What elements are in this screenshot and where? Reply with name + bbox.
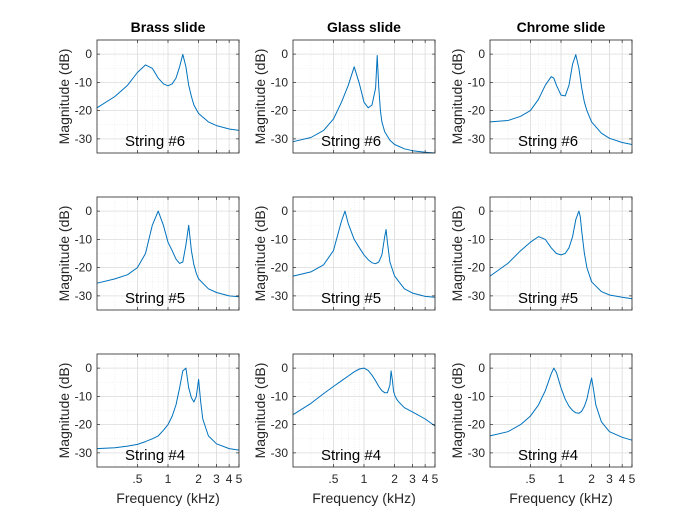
series-line-r0c0 [96, 53, 240, 131]
y-tick-label: -20 [75, 104, 93, 118]
y-tick-label: -10 [75, 75, 93, 89]
y-tick-label: -30 [271, 289, 289, 303]
y-tick-label: 0 [478, 361, 485, 375]
y-tick-label: -20 [468, 418, 486, 432]
x-tick-label: .5 [328, 472, 338, 486]
y-tick-label: 0 [85, 361, 92, 375]
string-label: String #6 [125, 133, 185, 150]
y-tick-label: -20 [468, 104, 486, 118]
series-line-r2c0 [96, 367, 240, 451]
y-axis-label: Magnitude (dB) [56, 363, 72, 459]
x-tick-label: 4 [226, 472, 233, 486]
y-axis-label: Magnitude (dB) [449, 363, 465, 459]
x-tick-label: 5 [432, 472, 439, 486]
string-label: String #4 [321, 447, 381, 464]
y-tick-label: -20 [75, 418, 93, 432]
y-tick-label: -30 [75, 132, 93, 146]
x-tick-label: 1 [165, 472, 172, 486]
y-tick-label: -20 [271, 104, 289, 118]
series-line-r2c2 [489, 367, 633, 441]
x-tick-label: 2 [588, 472, 595, 486]
string-label: String #6 [518, 133, 578, 150]
y-tick-label: -30 [468, 446, 486, 460]
y-tick-label: 0 [478, 204, 485, 218]
x-tick-label: 4 [619, 472, 626, 486]
x-axis-label: Frequency (kHz) [312, 490, 415, 506]
y-tick-label: -30 [468, 132, 486, 146]
x-tick-label: 5 [236, 472, 243, 486]
series-line-r0c2 [489, 54, 633, 145]
series-line-r0c1 [292, 55, 436, 154]
series-line-r1c2 [489, 210, 633, 300]
subplot-title: Brass slide [131, 19, 206, 35]
x-tick-label: 4 [422, 472, 429, 486]
y-tick-label: -20 [271, 261, 289, 275]
x-tick-label: 3 [213, 472, 220, 486]
y-tick-label: -10 [271, 389, 289, 403]
y-tick-label: -10 [468, 232, 486, 246]
y-tick-label: -30 [468, 289, 486, 303]
x-tick-label: 1 [361, 472, 368, 486]
y-axis-label: Magnitude (dB) [56, 49, 72, 145]
x-tick-label: 2 [195, 472, 202, 486]
y-axis-label: Magnitude (dB) [252, 49, 268, 145]
y-tick-label: 0 [281, 47, 288, 61]
x-tick-label: 5 [629, 472, 636, 486]
y-tick-label: 0 [478, 47, 485, 61]
string-label: String #4 [518, 447, 578, 464]
series-line-r2c1 [292, 367, 436, 427]
y-tick-label: -30 [75, 446, 93, 460]
y-tick-label: -10 [271, 232, 289, 246]
y-tick-label: -10 [468, 389, 486, 403]
subplot-title: Glass slide [327, 19, 401, 35]
x-axis-label: Frequency (kHz) [509, 490, 612, 506]
series-line-r1c0 [96, 210, 240, 298]
y-tick-label: -20 [271, 418, 289, 432]
y-tick-label: -30 [271, 446, 289, 460]
y-tick-label: -10 [468, 75, 486, 89]
y-axis-label: Magnitude (dB) [56, 206, 72, 302]
x-tick-label: 3 [606, 472, 613, 486]
x-tick-label: .5 [132, 472, 142, 486]
y-tick-label: 0 [85, 204, 92, 218]
y-tick-label: 0 [281, 204, 288, 218]
x-tick-label: 1 [558, 472, 565, 486]
y-tick-label: -30 [271, 132, 289, 146]
y-tick-label: 0 [85, 47, 92, 61]
x-axis-label: Frequency (kHz) [116, 490, 219, 506]
subplot-title: Chrome slide [517, 19, 606, 35]
y-tick-label: -10 [271, 75, 289, 89]
string-label: String #4 [125, 447, 185, 464]
x-tick-label: .5 [525, 472, 535, 486]
y-tick-label: -10 [75, 389, 93, 403]
string-label: String #6 [321, 133, 381, 150]
y-tick-label: -20 [468, 261, 486, 275]
y-tick-label: 0 [281, 361, 288, 375]
y-axis-label: Magnitude (dB) [449, 49, 465, 145]
y-tick-label: -20 [75, 261, 93, 275]
string-label: String #5 [321, 290, 381, 307]
y-tick-label: -10 [75, 232, 93, 246]
y-tick-label: -30 [75, 289, 93, 303]
y-axis-label: Magnitude (dB) [449, 206, 465, 302]
y-axis-label: Magnitude (dB) [252, 363, 268, 459]
series-line-r1c1 [292, 210, 436, 298]
string-label: String #5 [518, 290, 578, 307]
x-tick-label: 3 [409, 472, 416, 486]
y-axis-label: Magnitude (dB) [252, 206, 268, 302]
x-tick-label: 2 [391, 472, 398, 486]
string-label: String #5 [125, 290, 185, 307]
